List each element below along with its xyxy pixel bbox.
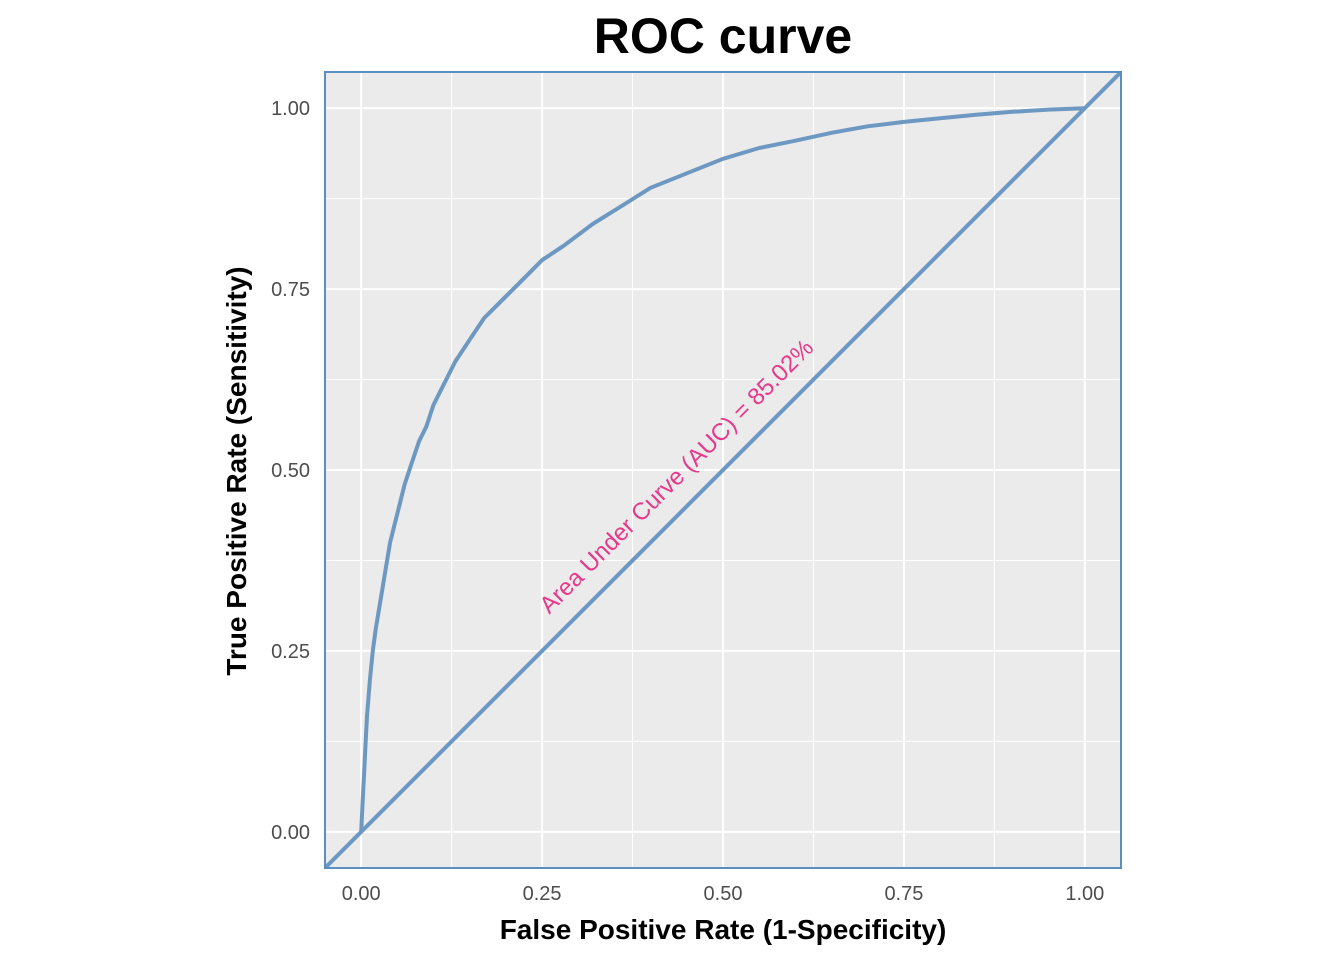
panel-border bbox=[324, 71, 1122, 869]
x-tick-label: 0.50 bbox=[704, 883, 743, 905]
series-roc-line bbox=[359, 106, 1085, 832]
y-tick-label: 0.00 bbox=[271, 822, 310, 844]
y-tick-label: 0.75 bbox=[271, 279, 310, 301]
y-axis-ticks: 0.00 0.25 0.50 0.75 1.00 bbox=[271, 98, 310, 844]
x-tick-label: 0.75 bbox=[884, 883, 923, 905]
y-tick-label: 0.25 bbox=[271, 641, 310, 663]
series-layer bbox=[325, 72, 1121, 868]
y-tick-label: 1.00 bbox=[271, 98, 310, 120]
x-axis-title: False Positive Rate (1-Specificity) bbox=[500, 914, 947, 945]
y-tick-label: 0.50 bbox=[271, 460, 310, 482]
x-tick-label: 0.00 bbox=[342, 883, 381, 905]
series-diagonal-line bbox=[325, 72, 1121, 868]
x-tick-label: 1.00 bbox=[1065, 883, 1104, 905]
y-axis-title: True Positive Rate (Sensitivity) bbox=[221, 266, 252, 675]
chart-title: ROC curve bbox=[594, 8, 852, 64]
x-tick-label: 0.25 bbox=[523, 883, 562, 905]
x-axis-ticks: 0.00 0.25 0.50 0.75 1.00 bbox=[342, 883, 1105, 905]
